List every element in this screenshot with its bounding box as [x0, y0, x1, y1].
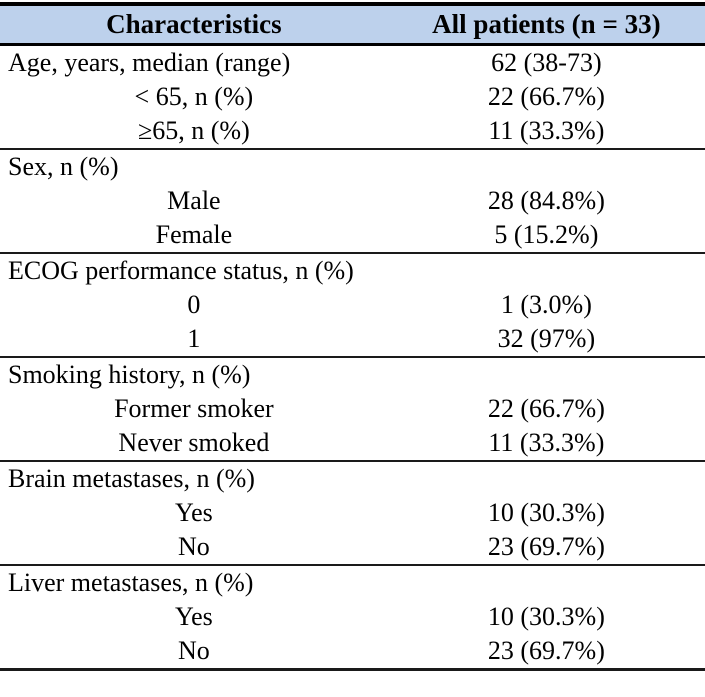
characteristic-label: Yes	[174, 602, 213, 631]
table-row-brain-yes: Yes 10 (30.3%)	[0, 496, 705, 530]
table-row-liver-no: No 23 (69.7%)	[0, 634, 705, 668]
characteristic-value: 23 (69.7%)	[487, 532, 605, 561]
table-row-sex-male: Male 28 (84.8%)	[0, 184, 705, 218]
characteristic-value: 23 (69.7%)	[487, 636, 605, 665]
characteristic-label: ECOG performance status, n (%)	[8, 256, 354, 285]
table-row-brain-mets: Brain metastases, n (%)	[0, 460, 705, 496]
characteristic-label: Smoking history, n (%)	[8, 360, 251, 389]
characteristic-label: Former smoker	[114, 394, 274, 423]
table-row-ecog-1: 1 32 (97%)	[0, 322, 705, 356]
table-row-sex: Sex, n (%)	[0, 148, 705, 184]
characteristic-value: 11 (33.3%)	[488, 428, 605, 457]
characteristic-value: 22 (66.7%)	[487, 82, 605, 111]
table-row-sex-female: Female 5 (15.2%)	[0, 218, 705, 252]
table-row-age: Age, years, median (range) 62 (38-73)	[0, 46, 705, 80]
characteristic-value: 1 (3.0%)	[500, 290, 592, 319]
table-row-age-65plus: ≥65, n (%) 11 (33.3%)	[0, 114, 705, 148]
header-all-patients: All patients (n = 33)	[432, 9, 661, 39]
characteristic-value: 5 (15.2%)	[494, 220, 599, 249]
characteristic-value: 32 (97%)	[497, 324, 596, 353]
table-header-row: Characteristics All patients (n = 33)	[0, 6, 705, 46]
table-row-liver-yes: Yes 10 (30.3%)	[0, 600, 705, 634]
characteristic-label: Sex, n (%)	[8, 152, 119, 181]
table-row-liver-mets: Liver metastases, n (%)	[0, 564, 705, 600]
characteristic-label: Age, years, median (range)	[8, 48, 291, 77]
table-row-ecog: ECOG performance status, n (%)	[0, 252, 705, 288]
characteristic-label: Yes	[174, 498, 213, 527]
characteristic-label: 1	[187, 324, 201, 353]
characteristic-label: Liver metastases, n (%)	[8, 568, 254, 597]
characteristic-label: No	[177, 636, 210, 665]
characteristic-label: Brain metastases, n (%)	[8, 464, 255, 493]
characteristic-value: 22 (66.7%)	[487, 394, 605, 423]
characteristic-label: < 65, n (%)	[134, 82, 254, 111]
table-row-smoking-former: Former smoker 22 (66.7%)	[0, 392, 705, 426]
header-characteristics: Characteristics	[106, 9, 282, 39]
table-row-smoking: Smoking history, n (%)	[0, 356, 705, 392]
characteristic-label: No	[177, 532, 210, 561]
table-row-brain-no: No 23 (69.7%)	[0, 530, 705, 564]
characteristic-label: 0	[187, 290, 201, 319]
characteristic-value: 11 (33.3%)	[488, 116, 605, 145]
characteristic-value: 62 (38-73)	[491, 48, 602, 77]
characteristic-label: Female	[155, 220, 233, 249]
characteristic-label: Never smoked	[118, 428, 270, 457]
characteristic-value: 28 (84.8%)	[487, 186, 605, 215]
characteristic-value: 10 (30.3%)	[487, 602, 605, 631]
table-row-age-under65: < 65, n (%) 22 (66.7%)	[0, 80, 705, 114]
characteristic-label: ≥65, n (%)	[138, 116, 250, 145]
characteristic-value: 10 (30.3%)	[487, 498, 605, 527]
patient-characteristics-table: Characteristics All patients (n = 33) Ag…	[0, 2, 705, 671]
characteristic-label: Male	[167, 186, 221, 215]
table-row-ecog-0: 0 1 (3.0%)	[0, 288, 705, 322]
table-row-smoking-never: Never smoked 11 (33.3%)	[0, 426, 705, 460]
